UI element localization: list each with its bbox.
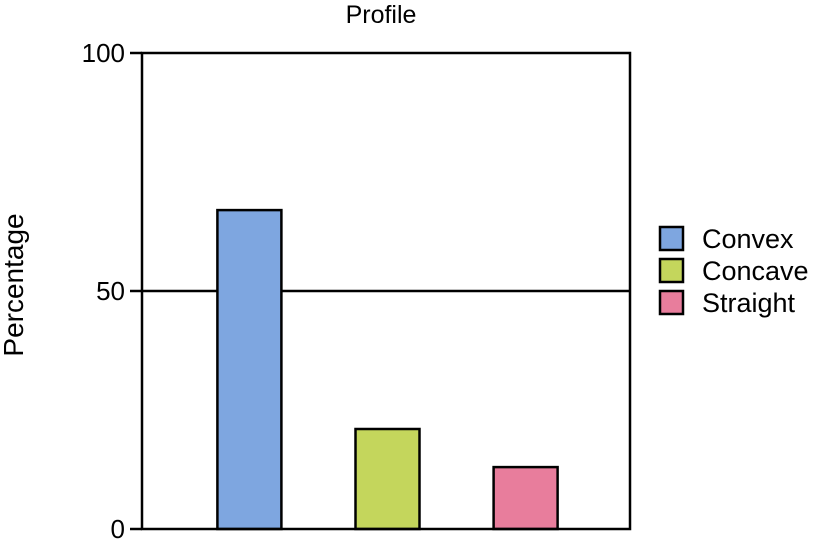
legend-label-convex: Convex <box>702 224 794 254</box>
y-tick-label-50: 50 <box>96 276 125 306</box>
legend-label-straight: Straight <box>702 288 796 318</box>
legend-swatch-straight <box>658 289 685 316</box>
legend-label-concave: Concave <box>702 256 809 286</box>
y-axis-ticks: 0 50 100 <box>82 38 142 541</box>
legend-swatch-concave <box>658 257 685 284</box>
bars <box>216 208 559 531</box>
y-axis-label: Percentage <box>0 213 29 356</box>
y-tick-label-100: 100 <box>82 38 125 68</box>
bar-concave <box>354 427 421 531</box>
bar-straight <box>492 465 559 531</box>
bar-convex <box>216 208 283 531</box>
y-tick-label-0: 0 <box>111 514 125 541</box>
chart-title: Profile <box>346 1 417 29</box>
legend-swatch-convex <box>658 225 685 252</box>
